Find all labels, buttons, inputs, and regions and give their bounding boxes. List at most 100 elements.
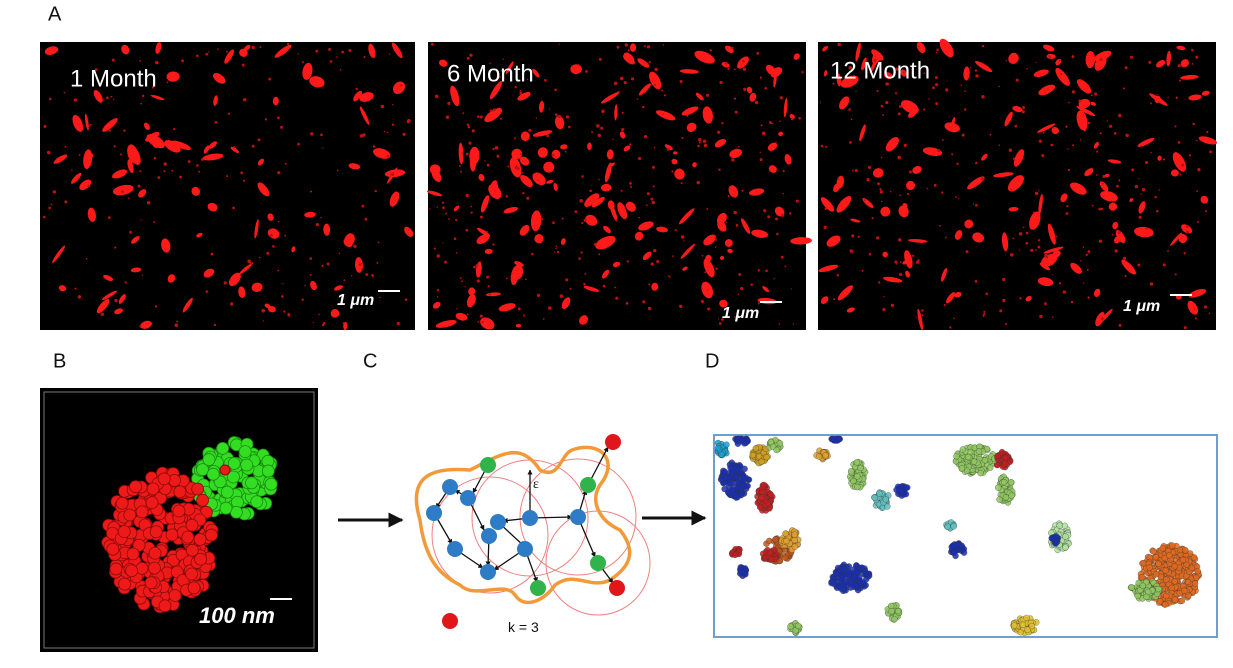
localization: [264, 477, 278, 491]
signal-speck: [365, 273, 369, 276]
signal-blob: [537, 147, 548, 158]
signal-blob: [182, 297, 193, 313]
signal-speck: [141, 274, 144, 276]
signal-speck: [964, 90, 966, 93]
signal-speck: [520, 152, 523, 155]
signal-speck: [485, 231, 488, 234]
signal-speck: [342, 322, 345, 325]
signal-blob: [267, 306, 276, 313]
signal-speck: [721, 122, 724, 125]
localization: [202, 453, 216, 466]
signal-speck: [363, 56, 366, 59]
signal-speck: [672, 255, 674, 257]
signal-speck: [225, 175, 229, 178]
signal-blob: [554, 115, 565, 130]
localization: [1162, 567, 1169, 574]
signal-speck: [488, 293, 491, 296]
signal-speck: [741, 189, 744, 192]
signal-blob: [714, 138, 727, 148]
signal-speck: [521, 171, 524, 174]
panel-label: C: [363, 350, 377, 372]
signal-speck: [1191, 62, 1194, 65]
signal-blob: [906, 180, 916, 191]
signal-speck: [477, 320, 480, 323]
signal-speck: [879, 188, 882, 191]
signal-speck: [200, 158, 204, 161]
signal-blob: [634, 231, 644, 241]
signal-blob: [1181, 224, 1193, 234]
signal-speck: [1191, 48, 1194, 52]
signal-speck: [179, 175, 182, 179]
localization: [733, 494, 740, 501]
signal-speck: [348, 48, 352, 53]
signal-blob: [612, 261, 621, 268]
signal-speck: [998, 144, 1000, 146]
signal-speck: [433, 247, 436, 250]
signal-speck: [754, 100, 759, 105]
signal-blob: [826, 235, 841, 247]
signal-speck: [453, 237, 457, 241]
signal-speck: [1186, 230, 1190, 234]
signal-speck: [909, 170, 912, 174]
signal-blob: [1008, 206, 1019, 212]
signal-speck: [1183, 252, 1186, 255]
signal-speck: [1194, 317, 1197, 320]
signal-speck: [371, 97, 373, 100]
signal-blob: [101, 290, 118, 301]
signal-blob: [1095, 311, 1105, 327]
signal-blob: [724, 239, 733, 247]
signal-speck: [683, 240, 685, 242]
signal-speck: [707, 307, 711, 311]
signal-speck: [475, 264, 479, 267]
signal-speck: [714, 236, 717, 239]
signal-speck: [704, 271, 707, 274]
signal-blob: [72, 114, 84, 132]
signal-speck: [1002, 298, 1006, 303]
signal-blob: [519, 224, 530, 236]
signal-speck: [514, 85, 517, 89]
border-point: [580, 477, 596, 493]
signal-speck: [376, 261, 379, 264]
localization: [791, 543, 799, 550]
panel-label: A: [48, 3, 62, 25]
signal-speck: [754, 188, 757, 191]
signal-speck: [651, 200, 656, 205]
signal-speck: [558, 43, 560, 45]
signal-speck: [885, 100, 889, 105]
signal-speck: [1113, 131, 1117, 135]
signal-speck: [468, 141, 472, 145]
signal-blob: [642, 251, 652, 261]
signal-blob: [131, 236, 140, 244]
signal-speck: [698, 141, 701, 144]
signal-blob: [729, 148, 743, 159]
localization: [205, 528, 218, 542]
signal-speck: [614, 286, 616, 289]
localization: [219, 501, 233, 515]
signal-speck: [358, 263, 362, 267]
signal-blob: [1156, 60, 1166, 68]
signal-speck: [867, 165, 872, 169]
signal-speck: [1005, 323, 1008, 326]
signal-speck: [507, 165, 510, 168]
signal-speck: [697, 144, 700, 148]
signal-speck: [444, 212, 447, 215]
signal-speck: [1030, 248, 1034, 252]
localization: [1169, 542, 1176, 549]
signal-speck: [301, 61, 304, 64]
signal-speck: [849, 140, 852, 144]
signal-speck: [1072, 144, 1075, 147]
signal-speck: [277, 171, 281, 175]
signal-speck: [213, 323, 217, 327]
signal-speck: [795, 199, 799, 203]
localization: [1194, 568, 1201, 575]
signal-speck: [686, 114, 689, 117]
signal-speck: [583, 218, 587, 223]
signal-blob: [553, 182, 558, 191]
signal-speck: [663, 94, 667, 97]
localization: [1139, 582, 1146, 590]
signal-speck: [459, 277, 462, 279]
signal-speck: [717, 130, 721, 134]
signal-blob: [679, 69, 699, 74]
signal-blob: [1170, 169, 1179, 177]
signal-speck: [1162, 158, 1166, 161]
